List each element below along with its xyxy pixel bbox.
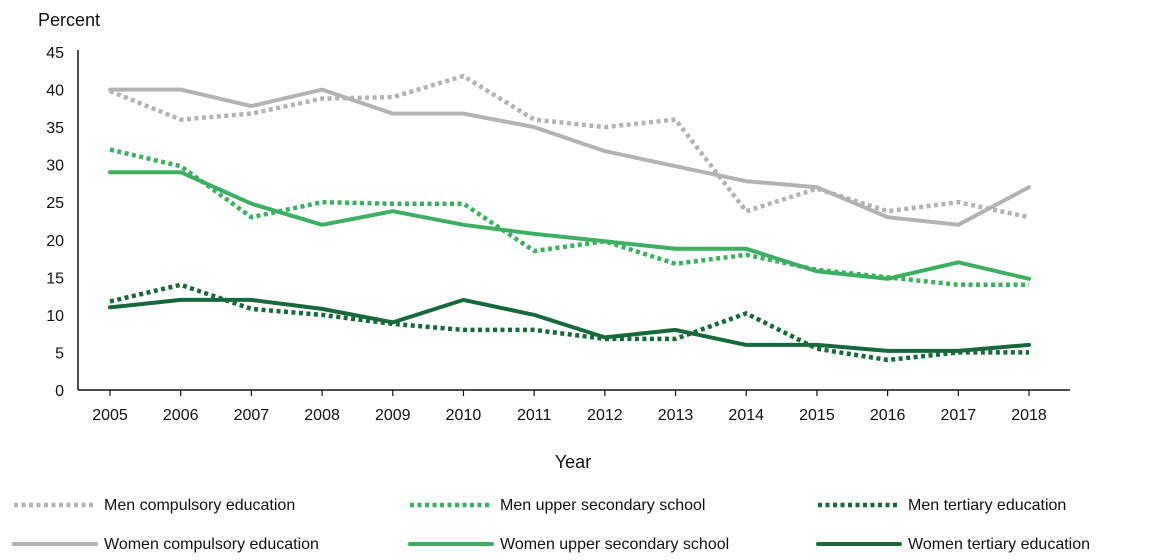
- x-tick-label: 2009: [375, 407, 411, 424]
- y-tick-label: 20: [46, 233, 64, 250]
- x-tick-label: 2007: [234, 407, 270, 424]
- x-tick-label: 2017: [941, 407, 977, 424]
- x-tick-label: 2011: [517, 407, 552, 424]
- x-tick-label: 2012: [587, 407, 623, 424]
- y-tick-label: 45: [46, 45, 64, 62]
- series-lines: [108, 73, 1031, 363]
- series-line-4: [108, 170, 1031, 281]
- y-tick-label: 30: [46, 158, 64, 175]
- legend-label-2: Men tertiary education: [908, 497, 1066, 514]
- x-tick-label: 2016: [870, 407, 906, 424]
- x-tick-label: 2006: [163, 407, 199, 424]
- y-tick-label: 5: [55, 345, 64, 362]
- series-line-0: [109, 73, 1030, 220]
- y-tick-label: 10: [46, 308, 64, 325]
- y-axis-title: Percent: [38, 10, 100, 30]
- y-tick-label: 35: [46, 120, 64, 137]
- x-tick-label: 2008: [304, 407, 340, 424]
- legend: Men compulsory education Men upper second…: [12, 497, 1090, 553]
- series-line-2: [109, 282, 1029, 363]
- x-tick-label: 2015: [799, 407, 835, 424]
- legend-label-5: Women tertiary education: [908, 536, 1090, 553]
- x-axis-title: Year: [555, 452, 591, 472]
- x-tick-label: 2005: [92, 407, 128, 424]
- x-tick-label: 2018: [1011, 407, 1047, 424]
- y-axis-ticks: 0 5 10 15 20 25 30 35 40 45: [46, 45, 64, 400]
- x-tick-label: 2014: [728, 407, 764, 424]
- y-tick-label: 40: [46, 83, 64, 100]
- series-line-5: [108, 297, 1031, 353]
- y-tick-label: 15: [46, 270, 64, 287]
- x-tick-label: 2013: [658, 407, 694, 424]
- y-tick-label: 0: [55, 383, 64, 400]
- x-tick-label: 2010: [446, 407, 482, 424]
- legend-label-3: Women compulsory education: [104, 536, 319, 553]
- legend-label-0: Men compulsory education: [104, 497, 295, 514]
- legend-label-1: Men upper secondary school: [500, 497, 705, 514]
- legend-label-4: Women upper secondary school: [500, 536, 729, 553]
- y-tick-label: 25: [46, 195, 64, 212]
- series-line-3: [108, 87, 1031, 227]
- x-axis-ticks: 2005 2006 2007 2008 2009 2010 2011 2012 2013 2014…: [92, 390, 1047, 424]
